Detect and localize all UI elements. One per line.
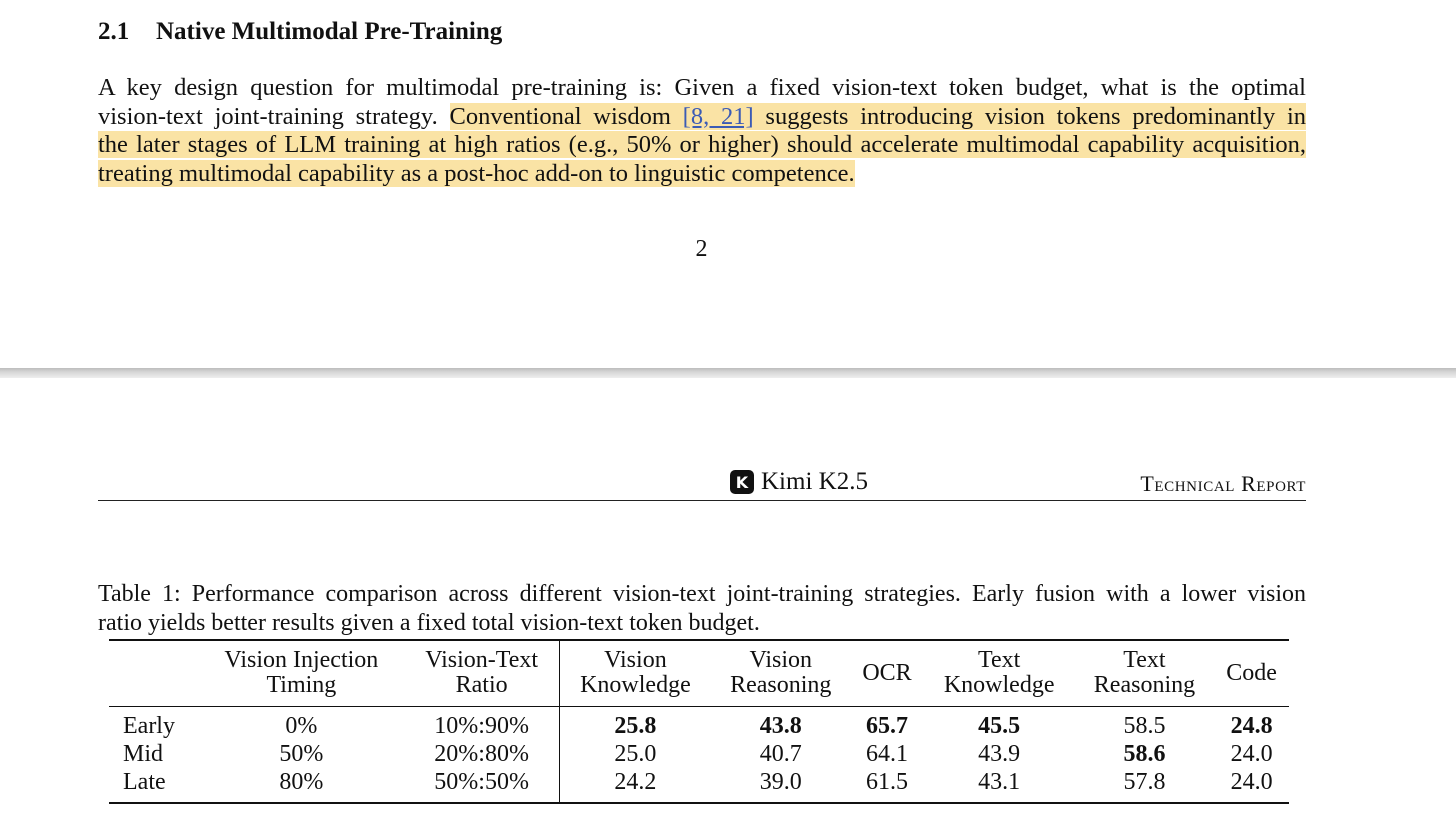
header-cell: Vision Knowledge (559, 640, 712, 707)
header-cell: Vision Injection Timing (198, 640, 405, 707)
header-cell-empty (109, 640, 199, 707)
header-report-label: Technical Report (1140, 471, 1306, 496)
table-row: Mid 50% 20%:80% 25.0 40.7 64.1 43.9 58.6… (109, 740, 1289, 768)
paragraph-line: vision-text joint-training strategy. Con… (98, 102, 1306, 132)
row-label: Early (123, 713, 175, 739)
paragraph-line: the later stages of LLM training at high… (98, 131, 1306, 160)
table-cell: 80% (279, 769, 324, 795)
table-cell: 58.6 (1123, 741, 1166, 767)
table-cell: 65.7 (866, 713, 908, 739)
header-title: Kimi K2.5 (761, 468, 868, 495)
highlighted-text[interactable]: treating multimodal capability as a post… (98, 159, 855, 187)
table-cell: 10%:90% (404, 706, 560, 740)
table-cell: 40.7 (759, 741, 802, 767)
section-heading: 2.1 Native Multimodal Pre-Training (98, 18, 502, 46)
highlighted-segment: suggests introducing vision tokens predo… (765, 102, 1306, 130)
kimi-logo-icon: K (730, 470, 754, 494)
table-cell: 24.0 (1230, 769, 1273, 795)
paragraph-text: vision-text joint-training strategy. (98, 102, 438, 130)
row-label: Mid (123, 741, 164, 767)
table-cell: 24.8 (1230, 713, 1273, 739)
highlighted-segment: Conventional wisdom (449, 102, 671, 130)
table-cell: 0% (285, 713, 318, 739)
table-cell: 58.5 (1123, 713, 1166, 739)
caption-line: ratio yields better results given a fixe… (98, 609, 760, 636)
table-cell: 50%:50% (404, 768, 560, 803)
paragraph-line: treating multimodal capability as a post… (98, 159, 1306, 189)
header-cell: Vision Reasoning (711, 640, 851, 707)
table-cell: 43.1 (978, 769, 1021, 795)
table-cell: 39.0 (759, 769, 802, 795)
table-cell: 50% (279, 741, 324, 767)
section-number: 2.1 (98, 18, 130, 45)
table-cell: 45.5 (978, 713, 1021, 739)
table-caption: Table 1: Performance comparison across d… (98, 580, 1306, 637)
table-cell: 25.0 (614, 741, 657, 767)
page-separator (0, 368, 1456, 378)
table-header-row: Vision Injection Timing Vision-Text Ratio … (109, 640, 1289, 707)
results-table: Vision Injection Timing Vision-Text Ratio … (109, 639, 1289, 804)
citation-link[interactable]: [8, 21] (682, 102, 754, 130)
highlighted-text[interactable]: Conventional wisdom [8, 21] suggests int… (449, 102, 1306, 130)
body-paragraph: A key design question for multimodal pre… (98, 74, 1306, 188)
table-row: Early 0% 10%:90% 25.8 43.8 65.7 45.5 58.… (109, 706, 1289, 740)
running-header: K Kimi K2.5 Technical Report (98, 466, 1306, 501)
caption-line: Table 1: Performance comparison across d… (98, 581, 1306, 607)
header-title-group: K Kimi K2.5 (730, 468, 868, 496)
page-number: 2 (695, 236, 708, 262)
table-cell: 43.8 (759, 713, 802, 739)
table-cell: 20%:80% (404, 740, 560, 768)
pdf-page-3: K Kimi K2.5 Technical Report Table 1: Pe… (0, 378, 1456, 836)
table-cell: 61.5 (866, 769, 908, 795)
header-cell: Code (1214, 640, 1289, 707)
table-cell: 64.1 (866, 741, 908, 767)
paragraph-line: A key design question for multimodal pre… (98, 74, 1306, 101)
header-cell: OCR (850, 640, 924, 707)
header-cell: Vision-Text Ratio (404, 640, 560, 707)
highlighted-text[interactable]: the later stages of LLM training at high… (98, 131, 1306, 158)
table-cell: 24.0 (1230, 741, 1273, 767)
table-cell: 43.9 (978, 741, 1021, 767)
row-label: Late (123, 769, 166, 795)
table-cell: 25.8 (614, 713, 657, 739)
table-row: Late 80% 50%:50% 24.2 39.0 61.5 43.1 57.… (109, 768, 1289, 803)
table-cell: 57.8 (1123, 769, 1166, 795)
header-cell: Text Reasoning (1074, 640, 1215, 707)
header-cell: Text Knowledge (923, 640, 1075, 707)
section-title: Native Multimodal Pre-Training (156, 18, 503, 45)
table-cell: 24.2 (614, 769, 657, 795)
pdf-page-2: 2.1 Native Multimodal Pre-Training A key … (0, 0, 1456, 368)
